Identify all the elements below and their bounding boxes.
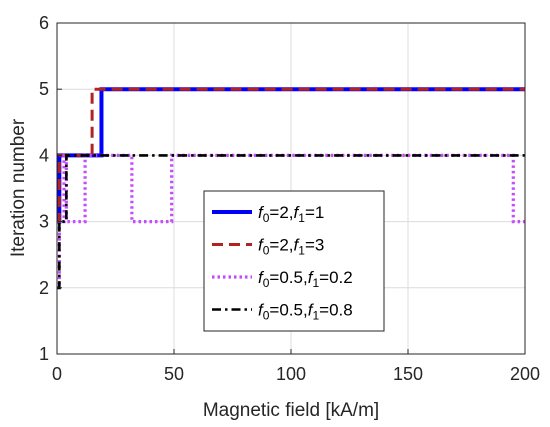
legend-box — [203, 190, 385, 332]
y-tick-label-3: 4 — [39, 145, 49, 165]
legend-entry-0-var2: f — [294, 203, 301, 222]
legend-entry-1-val1: =2, — [269, 236, 293, 255]
legend-entry-3: f0=0.5,f1=0.8 — [258, 301, 353, 323]
legend-entry-3-val2: =0.8 — [319, 301, 353, 320]
legend-entry-1-var1: f — [258, 236, 265, 255]
legend-entry-3-sub2: 1 — [312, 309, 319, 323]
x-tick-label-1: 50 — [164, 364, 184, 384]
legend-entry-1-sub2: 1 — [298, 244, 305, 258]
legend-entry-2-sub1: 0 — [263, 276, 270, 290]
legend-entry-2-var1: f — [258, 268, 265, 287]
x-tick-label-4: 200 — [510, 364, 540, 384]
legend-entry-3-val1: =0.5, — [269, 301, 307, 320]
legend-entry-2-val1: =0.5, — [269, 268, 307, 287]
x-axis-label: Magnetic field [kA/m] — [203, 400, 379, 421]
y-tick-label-2: 3 — [39, 212, 49, 232]
legend-entry-0-var1: f — [258, 203, 265, 222]
y-axis-label: Iteration number — [8, 118, 29, 257]
legend-entry-1-sub1: 0 — [263, 244, 270, 258]
legend-entry-2: f0=0.5,f1=0.2 — [258, 268, 353, 290]
x-tick-label-2: 100 — [276, 364, 306, 384]
legend: f0=2,f1=1f0=2,f1=3f0=0.5,f1=0.2f0=0.5,f1… — [203, 190, 385, 332]
x-tick-labels: 0 50 100 150 200 — [52, 349, 540, 384]
legend-entry-3-var1: f — [258, 301, 265, 320]
y-tick-label-1: 2 — [39, 278, 49, 298]
legend-entry-1-var2: f — [294, 236, 301, 255]
y-tick-label-0: 1 — [39, 344, 49, 364]
y-tick-labels: 1 2 3 4 5 6 — [39, 13, 62, 364]
legend-entry-3-sub1: 0 — [263, 309, 270, 323]
legend-entry-1-val2: =3 — [305, 236, 324, 255]
x-tick-label-0: 0 — [52, 364, 62, 384]
legend-entry-0-val1: =2, — [269, 203, 293, 222]
y-tick-label-4: 5 — [39, 79, 49, 99]
legend-entry-0-val2: =1 — [305, 203, 324, 222]
legend-entry-2-var2: f — [308, 268, 315, 287]
y-tick-label-5: 6 — [39, 13, 49, 33]
legend-entry-3-var2: f — [308, 301, 315, 320]
legend-entry-1: f0=2,f1=3 — [258, 236, 324, 258]
legend-entry-0-sub2: 1 — [298, 211, 305, 225]
legend-entry-2-sub2: 1 — [312, 276, 319, 290]
legend-entry-0-sub1: 0 — [263, 211, 270, 225]
legend-entry-2-val2: =0.2 — [319, 268, 353, 287]
x-tick-label-3: 150 — [393, 364, 423, 384]
legend-entry-0: f0=2,f1=1 — [258, 203, 324, 225]
